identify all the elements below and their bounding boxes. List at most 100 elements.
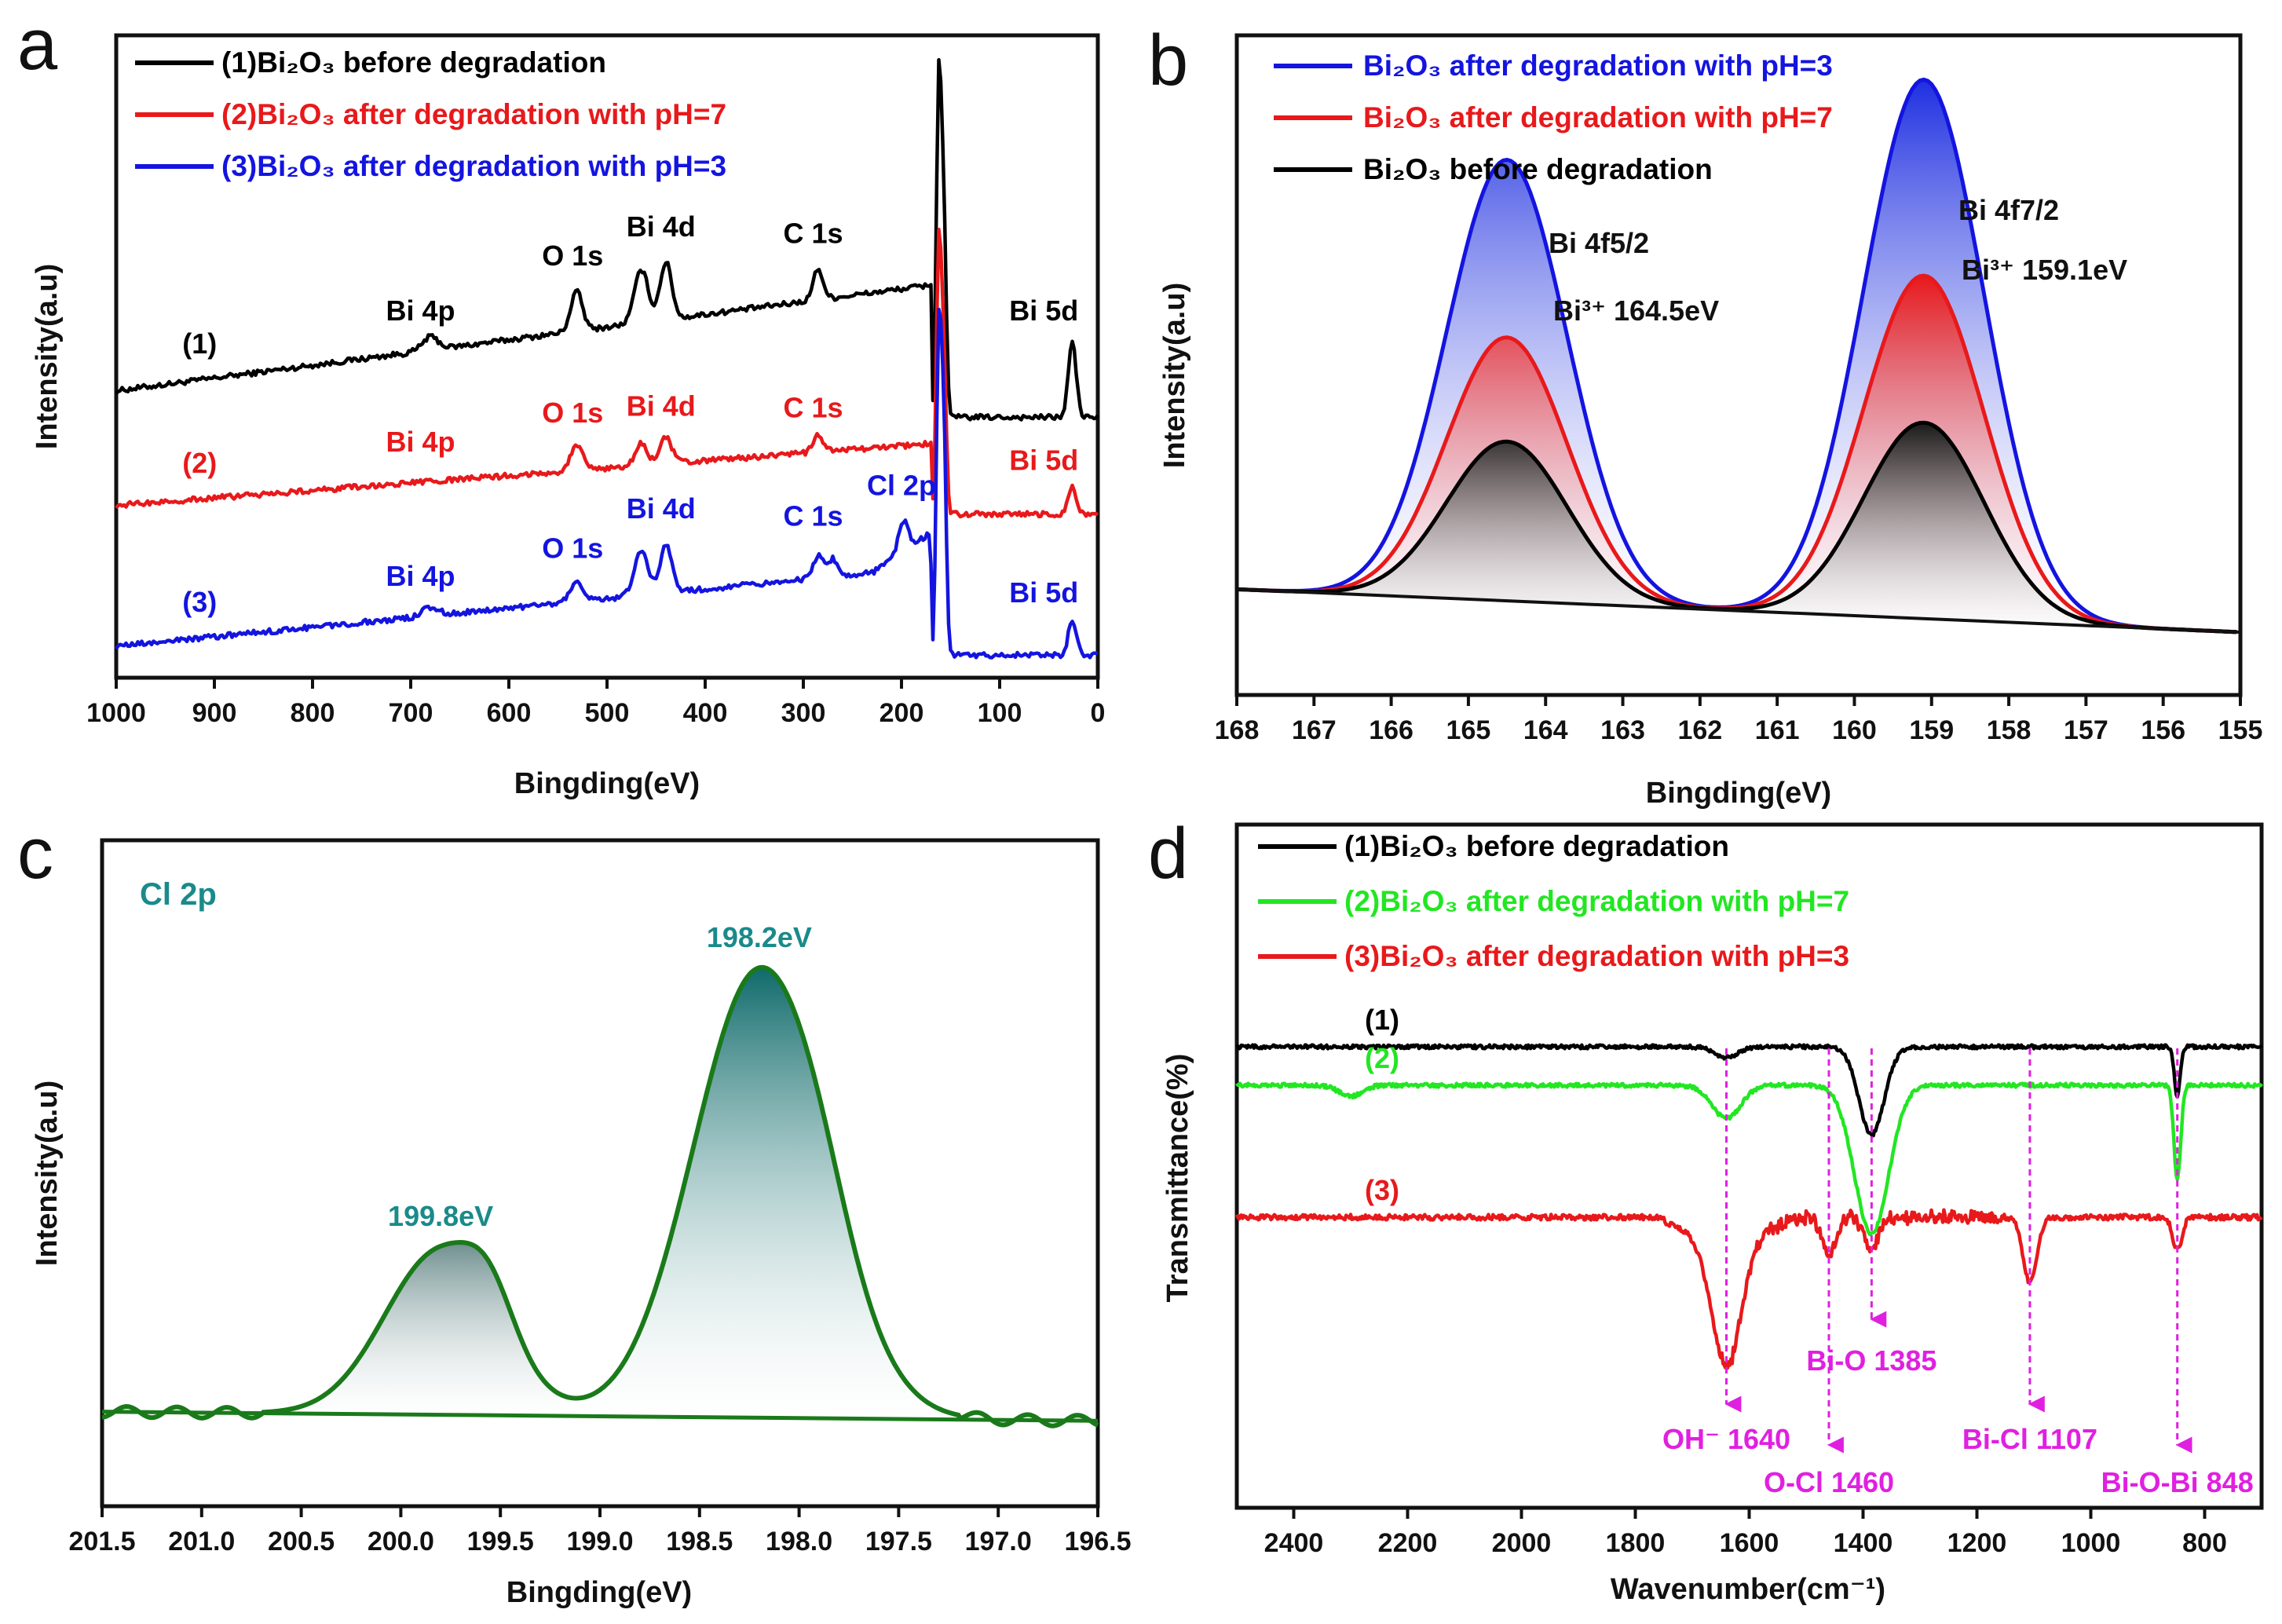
panel-b-legend-1: Bi₂O₃ after degradation with pH=3 — [1363, 49, 1833, 82]
panel-d-tick-label-2400: 2400 — [1264, 1528, 1324, 1558]
panel-c-spectrum-line — [101, 964, 1099, 1428]
panel-b-legend-2: Bi₂O₃ after degradation with pH=7 — [1363, 101, 1833, 134]
panel-d-tick-label-800: 800 — [2182, 1528, 2227, 1558]
panel-d-legend-3: (3)Bi₂O₃ after degradation with pH=3 — [1344, 940, 1849, 972]
panel-b-tick-label-158: 158 — [1987, 715, 2031, 745]
panel-b-baseline — [1236, 587, 2241, 634]
panel-c-xlabel: Bingding(eV) — [507, 1576, 692, 1609]
panel-d-marker-label-1107: Bi-Cl 1107 — [1962, 1423, 2097, 1455]
panel-b-tick-label-165: 165 — [1446, 715, 1491, 745]
panel-c-peak-fill-1 — [253, 1242, 561, 1421]
panel-d-chart: 2400 2200 2000 1800 1600 1400 1200 1000 800 (1) (… — [1161, 822, 2264, 1606]
panel-b-tick-label-160: 160 — [1832, 715, 1877, 745]
panel-a-series-3-label-bi-5d: Bi 5d — [1009, 576, 1078, 609]
panel-b-tick-label-163: 163 — [1600, 715, 1645, 745]
panel-a-tick-label-1000: 1000 — [86, 698, 146, 728]
panel-d-tick-label-1800: 1800 — [1606, 1528, 1666, 1558]
panel-c-peak-label-2: 198.2eV — [707, 921, 812, 953]
panel-b-frame — [1234, 33, 2243, 697]
panel-a-series-2-line — [115, 228, 1099, 519]
panel-b-tick-label-159: 159 — [1909, 715, 1954, 745]
panel-c-tick-label-198-5: 198.5 — [666, 1527, 733, 1556]
panel-a-series-3-label-3: (3) — [182, 586, 217, 618]
panel-d-tick-label-1400: 1400 — [1834, 1528, 1893, 1558]
panel-c-baseline — [101, 1410, 1099, 1423]
panel-a-tick-label-500: 500 — [585, 698, 630, 728]
panel-d-legend-2: (2)Bi₂O₃ after degradation with pH=7 — [1344, 885, 1849, 917]
panel-a-tick-label-400: 400 — [683, 698, 728, 728]
panel-d-frame — [1234, 822, 2264, 1510]
panel-a-series-2-label-c-1s: C 1s — [783, 391, 843, 423]
panel-a-series-1-label-1: (1) — [182, 327, 217, 360]
panel-b-area-before — [1237, 422, 2240, 632]
panel-d-xlabel: Wavenumber(cm⁻¹) — [1611, 1573, 1885, 1606]
panel-label-b: b — [1148, 20, 1188, 101]
panel-label-d: d — [1148, 814, 1188, 894]
panel-d-series-1-line — [1235, 1043, 2263, 1138]
panel-a-series-1-label-bi-5d: Bi 5d — [1009, 294, 1078, 327]
panel-c-chart: 201.5 201.0 200.5 200.0 199.5 199.0 198.5 198.0… — [31, 838, 1132, 1609]
panel-b-xlabel: Bingding(eV) — [1646, 777, 1831, 810]
panel-a-series-2-label-o-1s: O 1s — [542, 397, 603, 429]
panel-c-tick-label-199-5: 199.5 — [467, 1527, 534, 1556]
panel-b-annotation-sub-2: Bi³⁺ 159.1eV — [1962, 254, 2127, 286]
panel-c-tick-label-199-0: 199.0 — [566, 1527, 633, 1556]
panel-c-title: Cl 2p — [140, 877, 217, 912]
panel-b-tick-label-167: 167 — [1292, 715, 1337, 745]
panel-c-tick-label-201-5: 201.5 — [68, 1527, 135, 1556]
panel-d-tick-label-2200: 2200 — [1378, 1528, 1438, 1558]
panel-a-series-1-label-o-1s: O 1s — [542, 240, 603, 272]
panel-a-series-2-label-2: (2) — [182, 447, 217, 479]
panel-a-tick-label-100: 100 — [978, 698, 1022, 728]
panel-label-c: c — [17, 814, 53, 894]
panel-d-marker-label-1640: OH⁻ 1640 — [1662, 1423, 1790, 1455]
panel-a-series-3-label-c-1s: C 1s — [783, 499, 843, 532]
panel-a-tick-label-600: 600 — [487, 698, 532, 728]
panel-a-legend-1: (1)Bi₂O₃ before degradation — [221, 46, 606, 79]
panel-c-tick-label-197-5: 197.5 — [865, 1527, 932, 1556]
panel-a-legend-3: (3)Bi₂O₃ after degradation with pH=3 — [221, 150, 726, 182]
panel-d-tick-label-1200: 1200 — [1947, 1528, 2007, 1558]
panel-d-series-1-label: (1) — [1365, 1004, 1399, 1036]
panel-c-peak-fill-2 — [561, 967, 969, 1421]
panel-c-tick-label-200-5: 200.5 — [268, 1527, 335, 1556]
panel-a-series-2-label-bi-4p: Bi 4p — [386, 426, 455, 458]
panel-a-series-3-label-bi-4p: Bi 4p — [386, 560, 455, 592]
panel-b-chart: 168 167 166 165 164 163 162 161 160 159 158 157 156 1… — [1158, 33, 2262, 810]
panel-a-series-3-label-o-1s: O 1s — [542, 532, 603, 564]
panel-b-tick-label-166: 166 — [1369, 715, 1413, 745]
panel-d-series-2-line — [1235, 1081, 2263, 1237]
panel-d-tick-label-1000: 1000 — [2061, 1528, 2121, 1558]
panel-b-tick-label-161: 161 — [1755, 715, 1800, 745]
panel-b-tick-label-156: 156 — [2141, 715, 2185, 745]
panel-d-tick-label-2000: 2000 — [1492, 1528, 1552, 1558]
panel-b-tick-label-168: 168 — [1215, 715, 1260, 745]
panel-c-tick-label-201-0: 201.0 — [168, 1527, 235, 1556]
panel-a-tick-label-700: 700 — [389, 698, 433, 728]
panel-a-series-1-label-bi-4f: Bi 4f — [905, 0, 967, 5]
panel-b-legend-3: Bi₂O₃ before degradation — [1363, 153, 1713, 185]
panel-b-annotation-1: Bi 4f5/2 — [1549, 227, 1649, 259]
panel-d-series-3-label: (3) — [1365, 1174, 1399, 1206]
panel-a-xlabel: Bingding(eV) — [514, 767, 700, 800]
panel-a-series-3-label-cl-2p: Cl 2p — [867, 469, 936, 501]
panel-c-tick-label-197-0: 197.0 — [965, 1527, 1032, 1556]
panel-c-peak-label-1: 199.8eV — [388, 1200, 493, 1232]
panel-d-legend-1: (1)Bi₂O₃ before degradation — [1344, 830, 1729, 862]
panel-c-tick-label-200-0: 200.0 — [368, 1527, 434, 1556]
panel-a-tick-label-300: 300 — [781, 698, 826, 728]
panel-a-tick-label-200: 200 — [880, 698, 924, 728]
panel-d-marker-label-1460: O-Cl 1460 — [1764, 1466, 1894, 1498]
panel-d-tick-label-1600: 1600 — [1720, 1528, 1779, 1558]
panel-a-frame — [114, 33, 1100, 680]
panel-c-ylabel: Intensity(a.u) — [31, 1081, 64, 1266]
panel-b-tick-label-157: 157 — [2064, 715, 2108, 745]
panel-b-line-before — [1236, 420, 2237, 635]
panel-a-series-2-label-bi-4d: Bi 4d — [627, 390, 696, 422]
panel-b-ylabel: Intensity(a.u) — [1158, 283, 1191, 468]
panel-a-series-1-line — [115, 58, 1099, 422]
panel-b-annotation-2: Bi 4f7/2 — [1958, 194, 2059, 226]
panel-label-a: a — [17, 5, 58, 85]
panel-a-series-3-label-bi-4d: Bi 4d — [627, 492, 696, 525]
panel-a-series-1-label-c-1s: C 1s — [783, 218, 843, 250]
